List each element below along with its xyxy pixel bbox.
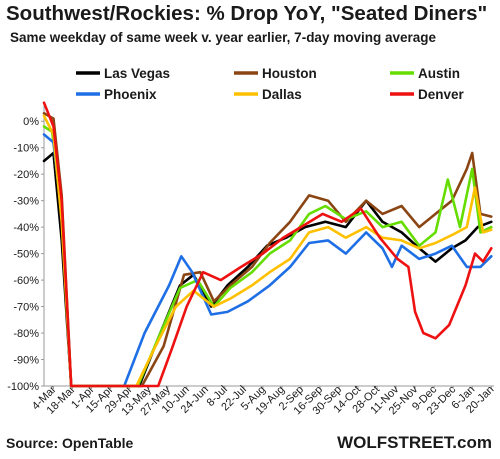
legend-label: Austin — [418, 66, 460, 81]
series-line-las-vegas — [42, 151, 493, 388]
series-line-dallas — [42, 114, 493, 388]
legend-label: Las Vegas — [104, 66, 170, 81]
series-lines — [42, 101, 493, 388]
series-line-denver — [42, 101, 493, 388]
y-tick-label: -40% — [13, 222, 39, 234]
y-tick-label: -50% — [13, 249, 39, 261]
y-tick-label: -80% — [13, 328, 39, 340]
y-tick-label: -10% — [13, 143, 39, 155]
series-line-phoenix — [42, 133, 493, 388]
legend-label: Dallas — [262, 87, 302, 102]
y-tick-label: -20% — [13, 169, 39, 181]
y-tick-label: -60% — [13, 275, 39, 287]
chart-title: Southwest/Rockies: % Drop YoY, "Seated D… — [6, 2, 488, 25]
source-note: Source: OpenTable — [6, 435, 134, 451]
y-tick-label: 0% — [23, 116, 39, 128]
legend: Las Vegas Houston Austin Phoenix Dallas Denve… — [76, 66, 465, 102]
brand-logo-text: WOLFSTREET.com — [337, 433, 492, 452]
series-line-houston — [42, 112, 493, 388]
y-tick-label: -70% — [13, 302, 39, 314]
legend-label: Phoenix — [104, 87, 157, 102]
y-tick-label: -30% — [13, 196, 39, 208]
legend-label: Denver — [418, 87, 465, 102]
legend-label: Houston — [262, 66, 317, 81]
y-tick-label: -100% — [7, 381, 39, 393]
chart-subtitle: Same weekday of same week v. year earlie… — [10, 30, 436, 45]
y-tick-label: -90% — [13, 355, 39, 367]
